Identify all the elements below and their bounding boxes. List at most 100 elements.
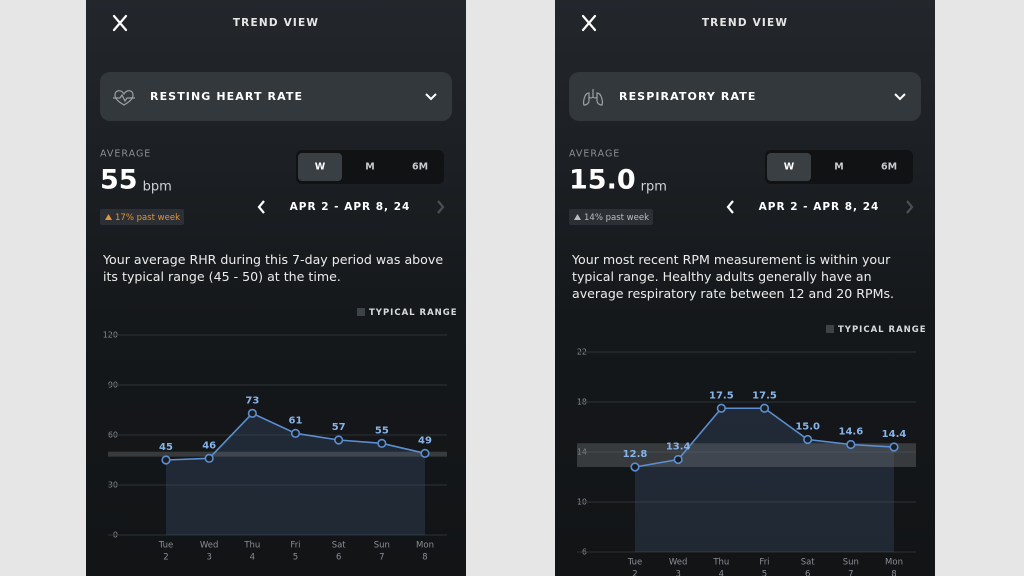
value-label: 46 (202, 440, 216, 451)
legend-label: TYPICAL RANGE (369, 308, 458, 318)
screen-title: TREND VIEW (233, 17, 319, 29)
point (803, 434, 813, 445)
x-tick-date: 3 (206, 553, 211, 563)
legend-label: TYPICAL RANGE (838, 325, 927, 335)
next-button[interactable] (906, 200, 914, 214)
summary-text: Your average RHR during this 7-day perio… (103, 252, 444, 284)
value-label: 15.0 (795, 422, 820, 433)
close-button[interactable] (581, 14, 597, 32)
period-option[interactable]: W (315, 162, 326, 173)
value-label: 73 (245, 395, 259, 406)
point (334, 435, 344, 445)
x-tick-label: Tue (627, 558, 643, 568)
area (166, 413, 425, 535)
prev-button[interactable] (726, 200, 734, 214)
point (161, 455, 171, 465)
point (889, 442, 899, 452)
x-tick-label: Thu (712, 558, 729, 568)
point (759, 403, 770, 413)
value-label: 13.4 (666, 442, 691, 453)
x-tick-label: Sun (843, 558, 859, 568)
point (247, 408, 257, 418)
value-label: 17.5 (752, 390, 777, 401)
x-tick-label: Fri (759, 558, 769, 568)
screen-graphics: TREND VIEW RESTING HEART RATE AVERAGE 55 bpm… (100, 14, 458, 563)
value-label: 49 (418, 435, 432, 446)
x-tick-label: Tue (158, 541, 174, 551)
point (716, 403, 726, 413)
x-tick-date: 6 (336, 553, 341, 563)
phone-screen: TREND VIEW RESTING HEART RATE AVERAGE 55 bpm… (86, 0, 466, 576)
close-button[interactable] (112, 14, 128, 32)
point (846, 439, 856, 450)
x-tick-date: 2 (632, 570, 637, 576)
metric-icon (113, 90, 135, 106)
metric-name: RESPIRATORY RATE (619, 90, 756, 103)
value-label: 55 (375, 425, 389, 436)
x-tick-label: Sat (332, 541, 347, 551)
next-button[interactable] (437, 200, 445, 214)
date-range: APR 2 - APR 8, 24 (290, 201, 411, 213)
point (630, 462, 640, 472)
area (635, 408, 894, 552)
dropdown-chevron (425, 93, 437, 101)
period-option[interactable]: 6M (881, 162, 897, 173)
point (420, 448, 430, 458)
value-label: 57 (332, 422, 346, 433)
metric-dropdown[interactable] (569, 72, 921, 121)
summary-text: Your most recent RPM measurement is with… (572, 252, 895, 301)
x-tick-label: Sun (374, 541, 390, 551)
screen-title: TREND VIEW (702, 17, 788, 29)
x-tick-date: 2 (163, 553, 168, 563)
x-tick-date: 8 (422, 553, 427, 563)
x-tick-date: 7 (379, 553, 384, 563)
dropdown-chevron (894, 93, 906, 101)
x-tick-label: Wed (200, 541, 219, 551)
value-label: 17.5 (709, 390, 734, 401)
legend-swatch (357, 308, 365, 316)
period-selected (767, 153, 811, 181)
value-label: 12.8 (623, 449, 648, 460)
period-selected (298, 153, 342, 181)
x-tick-date: 3 (675, 570, 680, 576)
average-unit: bpm (143, 180, 172, 195)
x-tick-label: Wed (669, 558, 688, 568)
metric-icon (583, 89, 603, 106)
average-label: AVERAGE (569, 149, 620, 160)
point (290, 428, 301, 438)
x-tick-label: Mon (416, 541, 434, 551)
period-option[interactable]: W (784, 162, 795, 173)
change-badge (569, 209, 653, 225)
average-label: AVERAGE (100, 149, 151, 160)
change-arrow (105, 214, 112, 220)
typical-range-band (577, 443, 916, 467)
prev-button[interactable] (257, 200, 265, 214)
x-tick-date: 8 (891, 570, 896, 576)
period-option[interactable]: M (365, 162, 374, 173)
typical-range-band (108, 451, 447, 457)
x-tick-label: Mon (885, 558, 903, 568)
period-option[interactable]: M (834, 162, 843, 173)
x-tick-date: 5 (762, 570, 767, 576)
legend-swatch (826, 325, 834, 333)
x-tick-date: 4 (250, 553, 255, 563)
value-label: 14.4 (882, 429, 907, 440)
average-value: 55 (100, 165, 138, 196)
x-tick-label: Sat (801, 558, 816, 568)
value-label: 45 (159, 442, 173, 453)
phone-screen: TREND VIEW RESPIRATORY RATE AVERAGE 15.0 rpm… (555, 0, 935, 576)
average-unit: rpm (641, 180, 667, 195)
period-option[interactable]: 6M (412, 162, 428, 173)
metric-dropdown[interactable] (100, 72, 452, 121)
change-badge (100, 209, 184, 225)
average-value: 15.0 (569, 165, 636, 196)
x-tick-date: 6 (805, 570, 810, 576)
value-label: 61 (289, 415, 303, 426)
date-range: APR 2 - APR 8, 24 (759, 201, 880, 213)
point (377, 438, 387, 448)
x-tick-label: Thu (243, 541, 260, 551)
value-label: 14.6 (838, 427, 863, 438)
x-tick-date: 7 (848, 570, 853, 576)
